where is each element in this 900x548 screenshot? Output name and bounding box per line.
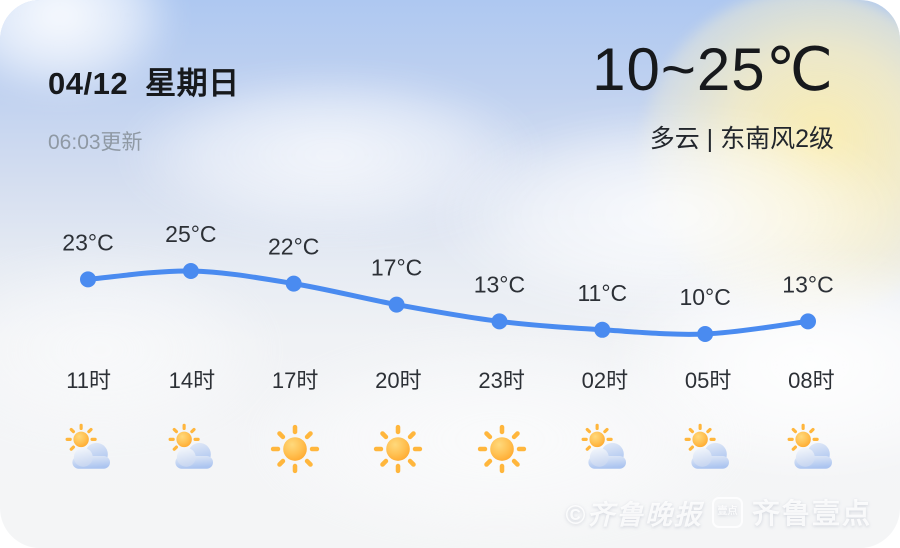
data-point	[182, 263, 199, 279]
temp-label: 13°C	[474, 271, 525, 297]
temperature-chart: 23°C 25°C 22°C 17°C 13°C 11°C 10°C 13°C	[62, 221, 834, 342]
hourly-forecast-row: 11时 14时 17时 20时 23时 02时 05时 08时	[37, 363, 863, 482]
data-point	[491, 313, 508, 330]
hour-label: 17时	[271, 368, 319, 393]
watermark-press-logo: ©齐鲁晚报	[565, 499, 703, 530]
hour-label: 20时	[375, 368, 422, 393]
hourly-column: 05时	[657, 363, 760, 482]
hourly-column: 14时	[140, 363, 243, 482]
data-point	[697, 326, 714, 342]
temp-label: 22°C	[268, 234, 319, 260]
date-row: 04/12 星期日	[48, 58, 240, 103]
data-point	[800, 313, 816, 330]
data-point	[594, 321, 611, 338]
hourly-column: 11时	[37, 363, 140, 482]
temperature-range: 10~25℃	[592, 36, 834, 103]
temp-label: 17°C	[371, 255, 422, 281]
hour-label: 05时	[684, 368, 732, 393]
temp-label: 11°C	[577, 280, 627, 306]
temp-label: 10°C	[679, 284, 730, 310]
sunny-icon	[267, 421, 323, 477]
temperature-line	[85, 268, 811, 337]
sunny-icon	[370, 421, 426, 477]
hour-label: 08时	[788, 368, 835, 393]
update-time: 06:03更新	[48, 131, 143, 154]
header-right: 10~25℃ 多云 | 东南风2级	[592, 40, 834, 155]
hourly-column: 02时	[553, 363, 656, 482]
partly-cloudy-icon	[61, 421, 117, 477]
sunny-icon	[474, 421, 530, 477]
temp-label: 23°C	[62, 229, 113, 255]
hour-label: 14时	[168, 368, 216, 393]
data-point	[388, 296, 405, 313]
partly-cloudy-icon	[680, 421, 736, 477]
hour-label: 02时	[581, 368, 629, 393]
header: 04/12 星期日 06:03更新 10~25℃ 多云 | 东南风2级	[48, 40, 834, 156]
temp-label: 25°C	[165, 221, 216, 247]
hour-label: 23时	[478, 368, 525, 393]
temp-label: 13°C	[782, 271, 833, 297]
weekday: 星期日	[145, 66, 240, 101]
hour-label: 11时	[66, 368, 112, 393]
partly-cloudy-icon	[783, 421, 839, 477]
data-point	[80, 271, 96, 288]
watermark-brand: 齐鲁壹点	[751, 498, 872, 529]
hourly-column: 23时	[450, 363, 553, 482]
hourly-column: 08时	[760, 363, 863, 482]
data-point	[285, 275, 302, 292]
hourly-column: 20时	[347, 363, 450, 482]
hourly-column: 17时	[244, 363, 347, 482]
partly-cloudy-icon	[577, 421, 633, 477]
partly-cloudy-icon	[164, 421, 220, 477]
weather-condition: 多云 | 东南风2级	[649, 125, 834, 153]
date: 04/12	[48, 66, 129, 101]
yidian-badge-icon: 壹点	[711, 496, 743, 528]
header-left: 04/12 星期日 06:03更新	[48, 40, 240, 156]
watermark: ©齐鲁晚报 壹点 齐鲁壹点	[565, 492, 872, 532]
